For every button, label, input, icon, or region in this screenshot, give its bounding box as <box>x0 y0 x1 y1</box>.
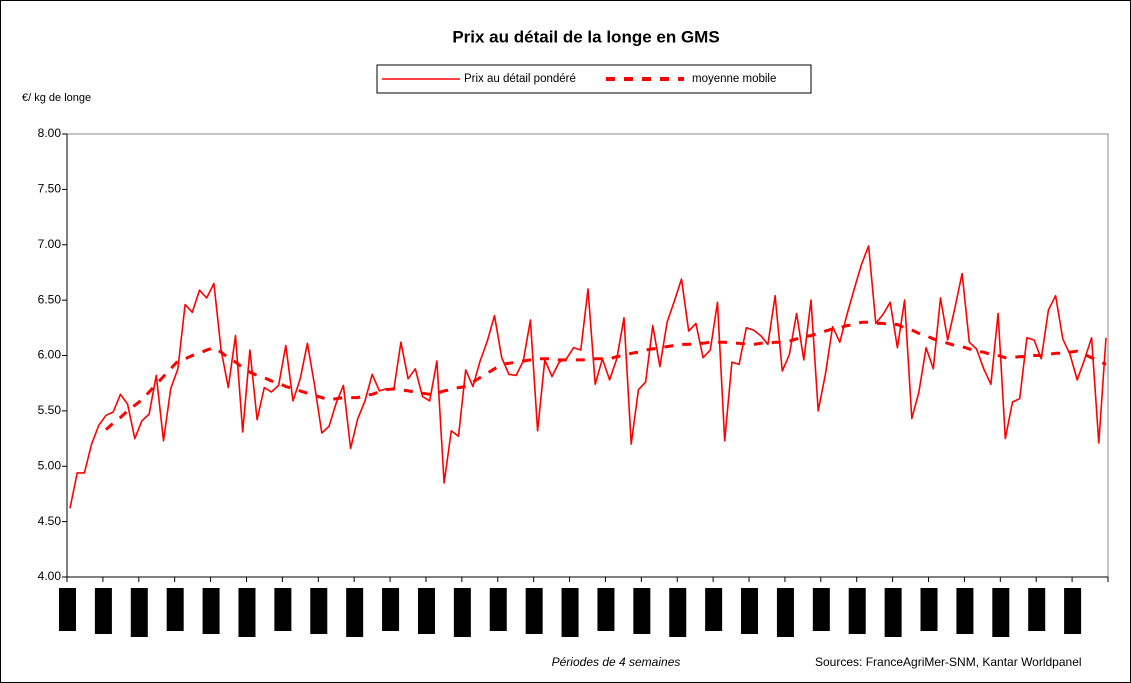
legend-label: Prix au détail pondéré <box>464 73 576 85</box>
x-tick-label-redacted <box>130 588 148 637</box>
x-tick-label-redacted <box>848 588 866 634</box>
x-tick-label-redacted <box>417 588 435 634</box>
x-tick-label-redacted <box>1028 588 1046 631</box>
y-tick-label: 6.00 <box>38 348 62 362</box>
x-tick-label-redacted <box>346 588 364 637</box>
y-tick-label: 6.50 <box>38 292 62 306</box>
x-tick-label-redacted <box>561 588 579 637</box>
y-tick-label: 4.00 <box>38 569 62 583</box>
y-tick-label: 7.00 <box>38 237 62 251</box>
x-tick-label-redacted <box>453 588 471 637</box>
x-tick-label-redacted <box>633 588 651 634</box>
x-tick-label-redacted <box>812 588 830 631</box>
legend-label: moyenne mobile <box>692 73 776 85</box>
x-tick-label-redacted <box>741 588 759 634</box>
y-tick-label: 7.50 <box>38 182 62 196</box>
x-tick-label-redacted <box>884 588 902 637</box>
x-axis-label: Périodes de 4 semaines <box>552 655 681 669</box>
x-tick-label-redacted <box>525 588 543 634</box>
x-tick-label-redacted <box>992 588 1010 637</box>
chart-title: Prix au détail de la longe en GMS <box>452 27 719 46</box>
x-tick-label-redacted <box>1064 588 1082 634</box>
x-tick-label-redacted <box>202 588 220 634</box>
series-line <box>69 245 1107 509</box>
x-tick-label-redacted <box>274 588 292 631</box>
x-tick-label-redacted <box>776 588 794 637</box>
x-tick-label-redacted <box>705 588 723 631</box>
x-tick-label-redacted <box>669 588 687 637</box>
x-tick-label-redacted <box>59 588 76 631</box>
y-tick-label: 8.00 <box>38 126 62 140</box>
x-tick-label-redacted <box>920 588 938 631</box>
source: Sources: FranceAgriMer-SNM, Kantar World… <box>815 655 1082 669</box>
x-tick-label-redacted <box>310 588 328 634</box>
series-line <box>104 320 1107 431</box>
x-tick-label-redacted <box>238 588 256 637</box>
x-tick-label-redacted <box>166 588 184 631</box>
x-tick-label-redacted <box>489 588 507 631</box>
y-tick-label: 5.00 <box>38 458 62 472</box>
x-tick-label-redacted <box>382 588 400 631</box>
y-axis-label: €/ kg de longe <box>22 92 91 104</box>
y-tick-label: 4.50 <box>38 514 62 528</box>
x-tick-label-redacted <box>597 588 615 631</box>
x-tick-label-redacted <box>956 588 974 634</box>
y-tick-label: 5.50 <box>38 403 62 417</box>
x-tick-label-redacted <box>94 588 112 634</box>
